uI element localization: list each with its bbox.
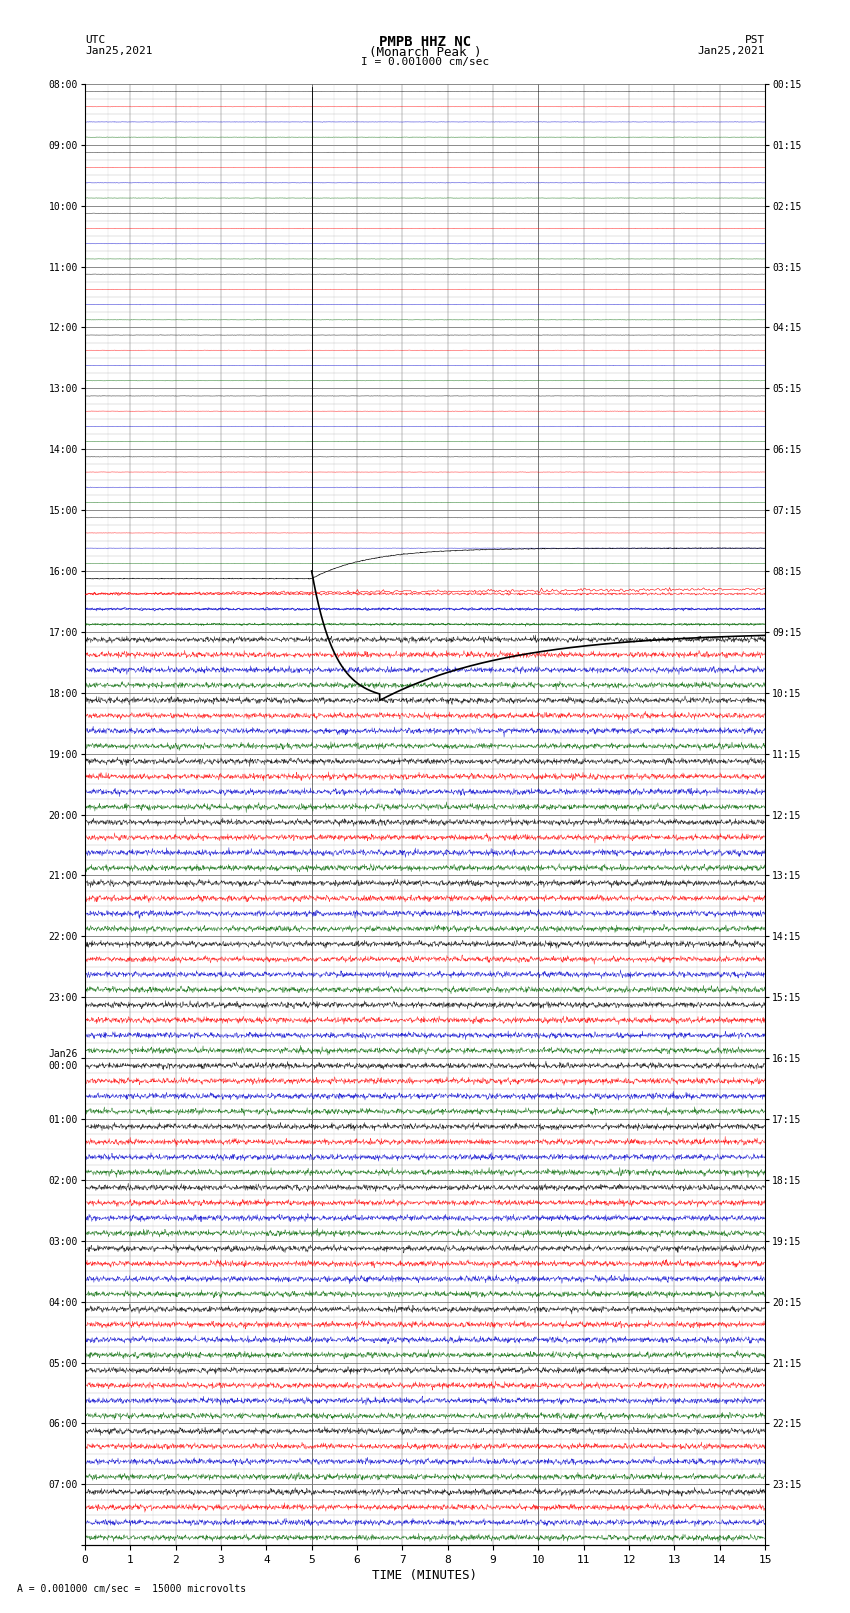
Text: UTC: UTC [85,35,105,45]
Text: PMPB HHZ NC: PMPB HHZ NC [379,35,471,48]
Text: A = 0.001000 cm/sec =  15000 microvolts: A = 0.001000 cm/sec = 15000 microvolts [17,1584,246,1594]
X-axis label: TIME (MINUTES): TIME (MINUTES) [372,1569,478,1582]
Text: I = 0.001000 cm/sec: I = 0.001000 cm/sec [361,58,489,68]
Text: Jan25,2021: Jan25,2021 [85,45,152,56]
Text: PST: PST [745,35,765,45]
Text: (Monarch Peak ): (Monarch Peak ) [369,45,481,60]
Text: Jan25,2021: Jan25,2021 [698,45,765,56]
